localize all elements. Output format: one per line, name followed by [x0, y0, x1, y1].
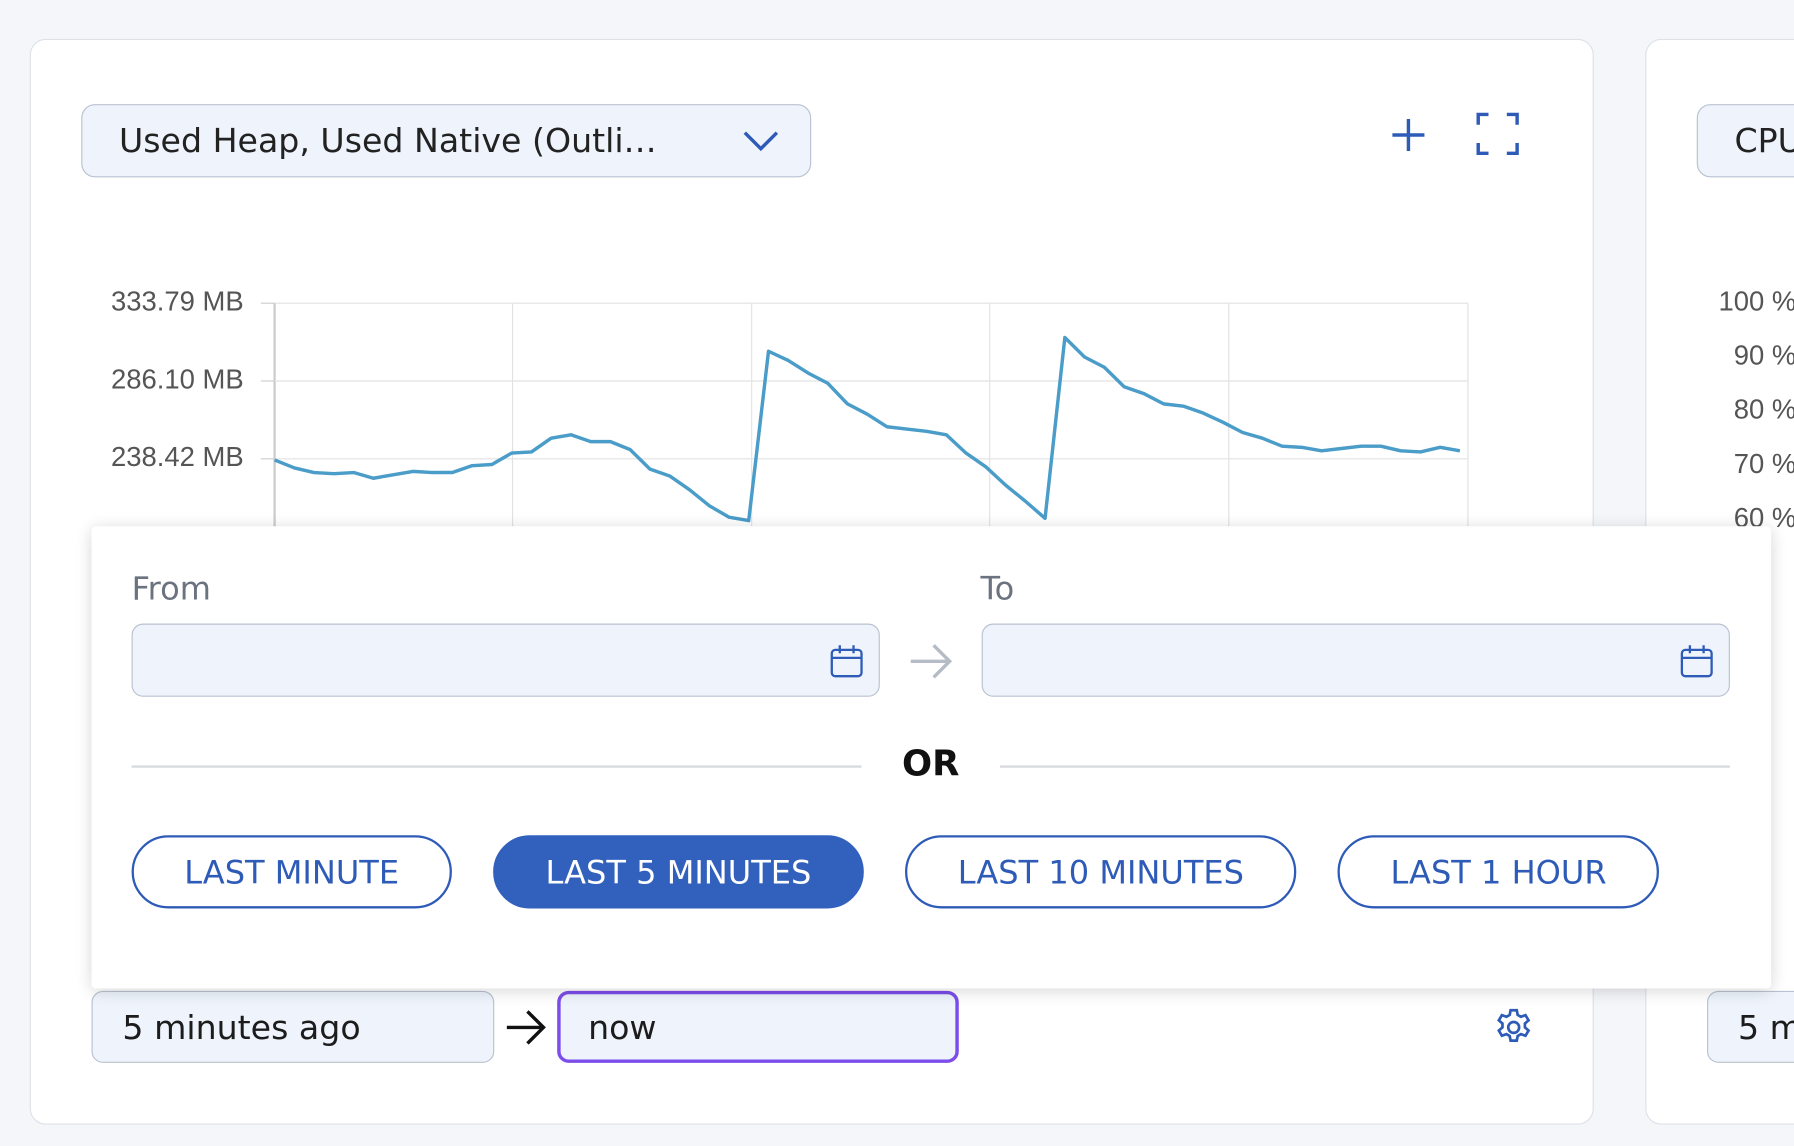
preset-button[interactable]: LAST MINUTE: [131, 835, 452, 909]
range-from-text: 5 minutes ago: [122, 1007, 361, 1047]
y-tick-label: 238.42 MB: [111, 441, 244, 472]
side-y-tick-label: 80 %: [1734, 394, 1794, 425]
y-tick-label: 333.79 MB: [111, 285, 244, 316]
side-metric-select[interactable]: CPU: [1696, 104, 1794, 178]
data-line: [273, 335, 1461, 523]
preset-button[interactable]: LAST 5 MINUTES: [492, 835, 864, 909]
preset-button[interactable]: LAST 10 MINUTES: [905, 835, 1297, 909]
side-metric-select-text: CPU: [1734, 121, 1794, 161]
calendar-icon: [1680, 645, 1713, 678]
side-y-tick-label: 90 %: [1734, 340, 1794, 371]
add-button[interactable]: [1389, 116, 1428, 155]
range-to-input[interactable]: now: [557, 990, 959, 1063]
side-range-from-text: 5 m: [1737, 1007, 1794, 1047]
settings-button[interactable]: [1492, 1006, 1535, 1049]
preset-button[interactable]: LAST 1 HOUR: [1337, 835, 1660, 909]
time-picker-popup: From To OR LAST MINUTE LAST 5 MINUTES LAST…: [91, 526, 1772, 989]
or-separator: OR: [902, 743, 960, 785]
side-range-from-input[interactable]: 5 m: [1707, 990, 1794, 1063]
metric-select-text: Used Heap, Used Native (Outli…: [118, 121, 657, 161]
range-arrow: [506, 1010, 546, 1045]
calendar-icon: [830, 645, 863, 678]
divider-line: [131, 765, 862, 768]
preset-group: LAST MINUTE LAST 5 MINUTES LAST 10 MINUTES…: [131, 835, 1660, 909]
divider-line: [999, 765, 1730, 768]
from-label: From: [131, 569, 211, 608]
metric-select[interactable]: Used Heap, Used Native (Outli…: [81, 104, 812, 178]
date-arrow: [910, 644, 953, 679]
side-y-tick-label: 100 %: [1718, 285, 1794, 316]
fullscreen-button[interactable]: [1475, 111, 1521, 157]
range-from-input[interactable]: 5 minutes ago: [91, 990, 495, 1063]
chevron-icon: [743, 131, 779, 152]
range-to-text: now: [588, 1007, 657, 1047]
from-date-input[interactable]: [131, 623, 880, 697]
to-label: To: [980, 569, 1015, 608]
y-tick-label: 286.10 MB: [111, 363, 244, 394]
side-y-tick-label: 70 %: [1734, 448, 1794, 479]
to-date-input[interactable]: [981, 623, 1730, 697]
